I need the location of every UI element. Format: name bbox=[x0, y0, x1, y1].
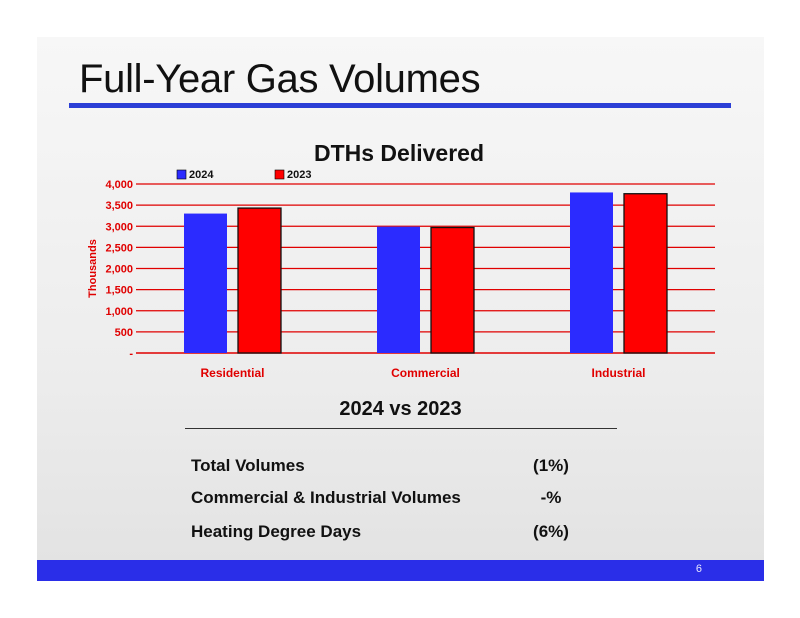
y-tick-label: 1,500 bbox=[105, 285, 133, 297]
x-tick-label: Commercial bbox=[391, 366, 460, 380]
bar-2023-residential bbox=[237, 207, 282, 354]
slide: Full-Year Gas Volumes DTHs Delivered 2024… bbox=[37, 37, 764, 581]
bar-2024-commercial bbox=[377, 226, 420, 353]
legend-label: 2024 bbox=[189, 169, 214, 181]
bar-2024-residential bbox=[184, 213, 227, 353]
y-tick-label: 2,000 bbox=[105, 264, 133, 276]
slide-title: Full-Year Gas Volumes bbox=[79, 57, 481, 101]
volumes-chart: DTHs Delivered 2024 2023 - 500 1,000 1,500 2,00… bbox=[87, 140, 715, 380]
x-tick-label: Residential bbox=[200, 366, 264, 380]
comparison-divider bbox=[185, 428, 617, 429]
y-tick-label: 1,000 bbox=[105, 306, 133, 318]
footer-bar: 6 bbox=[37, 560, 764, 581]
chart-title: DTHs Delivered bbox=[314, 140, 484, 166]
comparison-row-label: Heating Degree Days bbox=[191, 522, 362, 541]
comparison-row-value: -% bbox=[540, 488, 562, 507]
y-tick-label: 500 bbox=[115, 327, 133, 339]
page-number: 6 bbox=[695, 563, 702, 575]
y-tick-label: - bbox=[129, 348, 133, 360]
comparison-row-value: (1%) bbox=[533, 456, 569, 475]
y-axis-label: Thousands bbox=[87, 239, 99, 298]
legend-label: 2023 bbox=[287, 169, 311, 181]
legend-swatch bbox=[274, 169, 285, 180]
bar-2023-commercial bbox=[430, 226, 475, 354]
bar-2024-industrial bbox=[570, 192, 613, 353]
title-underline bbox=[69, 103, 731, 108]
y-tick-label: 3,000 bbox=[105, 221, 133, 233]
y-tick-label: 3,500 bbox=[105, 200, 133, 212]
comparison-row-value: (6%) bbox=[533, 522, 569, 541]
bar-2023-industrial bbox=[623, 193, 668, 354]
x-tick-label: Industrial bbox=[591, 366, 645, 380]
comparison-title: 2024 vs 2023 bbox=[339, 398, 462, 420]
comparison-row-label: Commercial & Industrial Volumes bbox=[191, 488, 461, 507]
y-tick-label: 4,000 bbox=[105, 179, 133, 191]
legend-swatch bbox=[176, 169, 187, 180]
comparison-row-label: Total Volumes bbox=[191, 456, 305, 475]
y-tick-label: 2,500 bbox=[105, 242, 133, 254]
